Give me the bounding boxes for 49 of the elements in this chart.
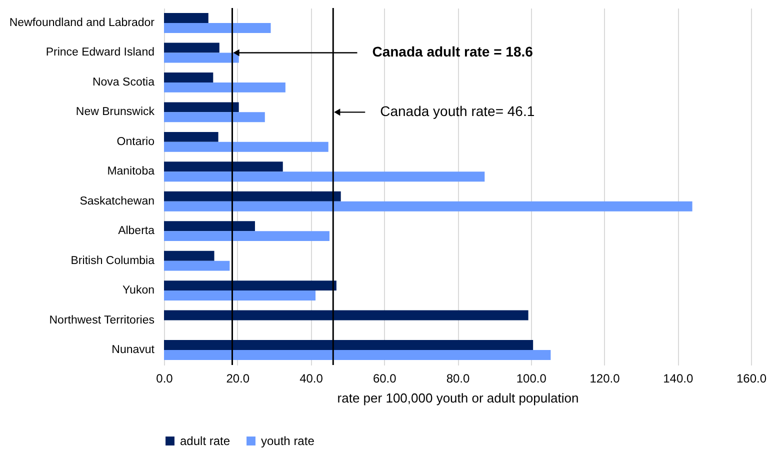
bar [164, 112, 265, 122]
y-tick-label: Northwest Territories [49, 314, 155, 326]
y-tick-label: Ontario [116, 136, 154, 148]
bar [164, 280, 336, 291]
bar [164, 201, 692, 212]
bar [164, 52, 239, 63]
y-tick-label: Nova Scotia [92, 76, 156, 88]
x-tick-label: 140.0 [663, 372, 694, 386]
y-tick-label: Prince Edward Island [46, 46, 154, 59]
bar [164, 231, 330, 242]
legend-label: adult rate [180, 434, 230, 448]
x-axis-title: rate per 100,000 youth or adult population [337, 390, 579, 406]
bar [164, 340, 534, 350]
y-tick-label: Alberta [118, 225, 156, 238]
bar [164, 142, 328, 152]
bar [164, 172, 485, 182]
bar [164, 13, 208, 24]
y-tick-label: Newfoundland and Labrador [9, 17, 155, 30]
y-tick-label: British Columbia [70, 254, 156, 267]
bar [164, 250, 214, 261]
x-tick-label: 0.0 [156, 372, 174, 386]
bar [164, 23, 271, 33]
bar [164, 290, 316, 300]
bar [164, 132, 218, 142]
x-tick-label: 100.0 [516, 372, 547, 386]
y-tick-label: Saskatchewan [80, 195, 154, 208]
bar [164, 221, 255, 232]
y-tick-label: New Brunswick [76, 106, 155, 118]
bar [164, 310, 528, 320]
legend-label: youth rate [261, 434, 315, 448]
x-tick-label: 20.0 [226, 372, 250, 386]
bar [164, 260, 230, 271]
y-tick-label: Manitoba [107, 166, 156, 178]
y-tick-label: Nunavut [112, 344, 156, 356]
annotation: Canada adult rate = 18.6 [372, 44, 534, 60]
bar [164, 191, 341, 202]
bar [164, 82, 286, 92]
x-tick-label: 160.0 [736, 372, 767, 386]
bar [164, 102, 239, 112]
bar [164, 42, 220, 53]
x-tick-label: 60.0 [372, 372, 397, 386]
bar [164, 162, 283, 172]
y-tick-label: Yukon [122, 284, 154, 297]
x-tick-label: 120.0 [590, 372, 620, 386]
x-tick-label: 40.0 [300, 372, 324, 386]
annotation: Canada youth rate= 46.1 [380, 103, 535, 120]
bar [164, 72, 214, 82]
bar [164, 350, 551, 360]
x-tick-label: 80.0 [446, 372, 470, 386]
